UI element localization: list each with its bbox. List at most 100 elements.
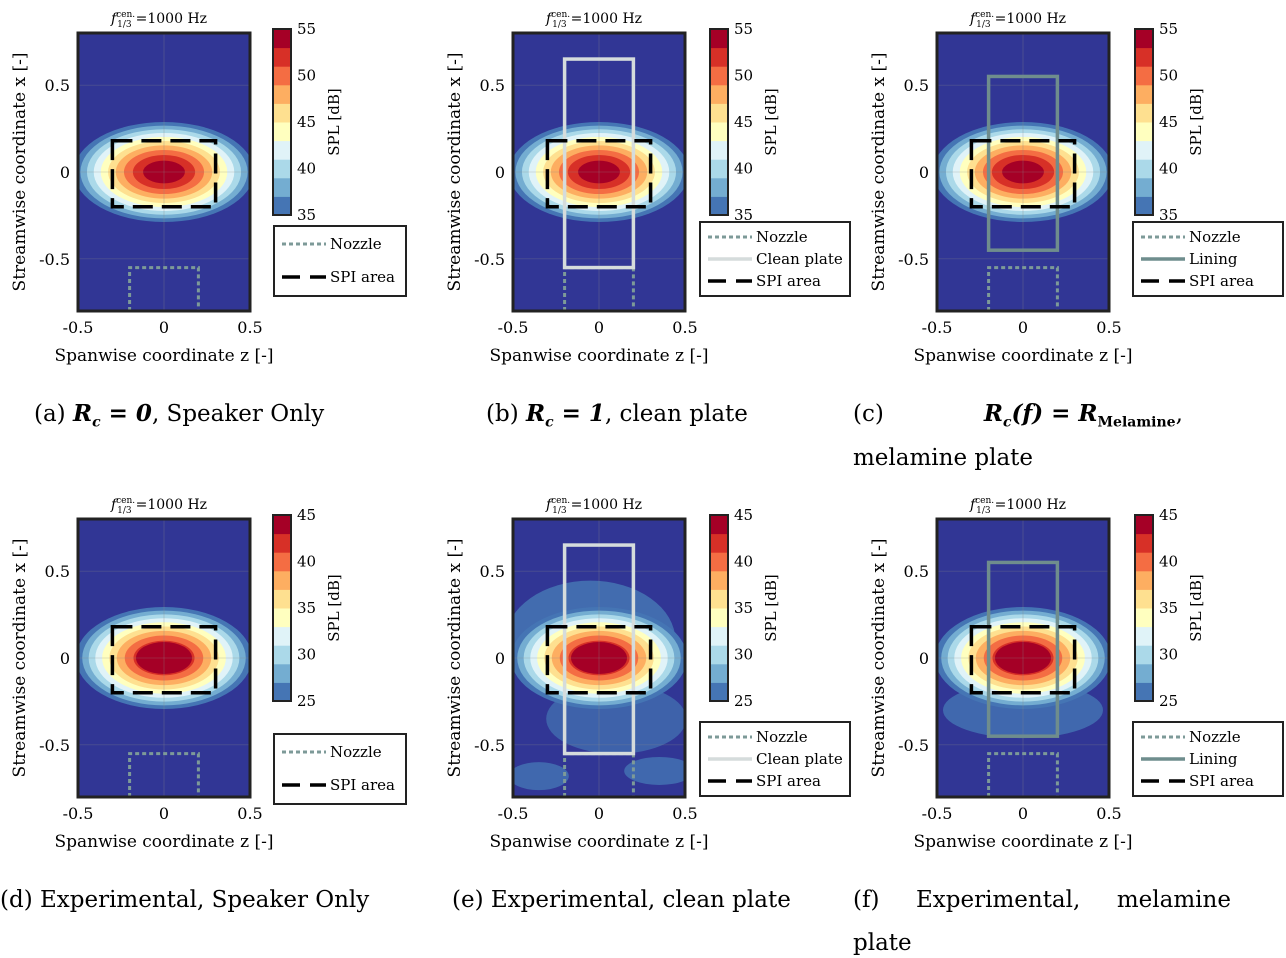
colorbar-segment xyxy=(710,196,728,216)
colorbar-segment xyxy=(1135,682,1153,702)
colorbar-segment xyxy=(710,533,728,553)
axes-frame xyxy=(935,517,1111,799)
plot-area-d xyxy=(78,519,250,797)
caption-b: (b) Rc = 1, clean plate xyxy=(486,400,748,431)
colorbar-tick-label: 55 xyxy=(1159,20,1178,38)
colorbar-tick-label: 40 xyxy=(1159,160,1178,178)
nozzle-outline xyxy=(128,752,200,797)
x-tick-label: 0 xyxy=(1018,804,1028,823)
x-tick-label: -0.5 xyxy=(63,804,94,823)
axes-frame xyxy=(511,517,687,799)
x-tick-label: 0.5 xyxy=(1096,804,1121,823)
colorbar-segment xyxy=(1135,66,1153,86)
colorbar-segment xyxy=(710,29,728,49)
lining-outline xyxy=(986,74,1060,252)
y-axis-label: Streamwise coordinate x [-] xyxy=(869,539,889,778)
colorbar-label: SPL [dB] xyxy=(325,574,343,641)
caption-c-line2: melamine plate xyxy=(853,445,1034,471)
legend-label-spi: SPI area xyxy=(330,776,395,794)
colorbar-tick-label: 40 xyxy=(297,553,316,571)
panel-d: -0.5 0 0.5 0.5 0 -0.5 Spanwise coordinate z [-… xyxy=(10,496,407,852)
y-tick-label: 0 xyxy=(495,163,505,182)
frequency-title: fcen. 1/3 =1000 Hz xyxy=(545,10,642,30)
colorbar-segment xyxy=(710,515,728,535)
y-tick-label: 0.5 xyxy=(904,562,929,581)
colorbar-segment xyxy=(1135,84,1153,104)
caption-e: (e) Experimental, clean plate xyxy=(452,887,791,913)
colorbar-segment xyxy=(1135,47,1153,67)
colorbar-segment xyxy=(273,626,291,646)
x-tick-label: -0.5 xyxy=(63,318,94,337)
colorbar-segment xyxy=(273,84,291,104)
colorbar-segment xyxy=(1135,589,1153,609)
colorbar-segment xyxy=(710,663,728,683)
axes-frame xyxy=(935,31,1111,313)
panel-f: -0.5 0 0.5 0.5 0 -0.5 Spanwise coordinate z [-… xyxy=(869,496,1284,852)
nozzle-outline xyxy=(987,266,1059,311)
x-tick-label: -0.5 xyxy=(922,318,953,337)
y-tick-label: -0.5 xyxy=(39,250,70,269)
colorbar-segment xyxy=(1135,645,1153,665)
colorbar-segment xyxy=(1135,570,1153,590)
colorbar-segment xyxy=(710,177,728,197)
colorbar-tick-label: 55 xyxy=(734,20,753,38)
plot-area-f xyxy=(937,519,1109,797)
colorbar-tick-label: 45 xyxy=(734,113,753,131)
colorbar-segment xyxy=(1135,196,1153,216)
colorbar-segment xyxy=(1135,103,1153,123)
y-tick-label: -0.5 xyxy=(474,250,505,269)
legend-label-spi: SPI area xyxy=(330,268,395,286)
colorbar-segment xyxy=(710,645,728,665)
y-tick-label: 0 xyxy=(495,649,505,668)
colorbar-segment xyxy=(273,140,291,160)
colorbar-frame xyxy=(1134,28,1154,216)
colorbar-segment xyxy=(1135,177,1153,197)
colorbar-tick-label: 45 xyxy=(297,113,316,131)
colorbar-segment xyxy=(710,122,728,142)
colorbar-tick-label: 45 xyxy=(1159,506,1178,524)
caption-f: (f) Experimental, melamine xyxy=(853,887,1231,913)
y-tick-label: -0.5 xyxy=(898,736,929,755)
colorbar-segment xyxy=(273,663,291,683)
colorbar-segment xyxy=(273,552,291,572)
caption-a: (a) Rc = 0, Speaker Only xyxy=(34,400,325,431)
colorbar-tick-label: 35 xyxy=(734,599,753,617)
colorbar-tick-label: 45 xyxy=(1159,113,1178,131)
colorbar-segment xyxy=(1135,552,1153,572)
colorbar-segment xyxy=(710,608,728,628)
clean-plate-outline xyxy=(562,57,636,270)
x-axis-label: Spanwise coordinate z [-] xyxy=(914,832,1133,852)
colorbar-tick-label: 35 xyxy=(734,206,753,224)
colorbar-tick-label: 55 xyxy=(297,20,316,38)
legend-label-nozzle: Nozzle xyxy=(330,743,382,761)
colorbar-segment xyxy=(1135,515,1153,535)
colorbar-segment xyxy=(273,103,291,123)
colorbar-tick-label: 40 xyxy=(297,160,316,178)
y-axis-label: Streamwise coordinate x [-] xyxy=(445,53,465,292)
colorbar-tick-label: 50 xyxy=(297,67,316,85)
colorbar-segment xyxy=(1135,663,1153,683)
colorbar-tick-label: 25 xyxy=(734,692,753,710)
colorbar-segment xyxy=(710,552,728,572)
colorbar-tick-label: 40 xyxy=(1159,553,1178,571)
y-tick-label: -0.5 xyxy=(474,736,505,755)
y-tick-label: 0.5 xyxy=(904,76,929,95)
colorbar-segment xyxy=(273,66,291,86)
legend-label-spi: SPI area xyxy=(756,772,821,790)
colorbar-label: SPL [dB] xyxy=(762,574,780,641)
colorbar-tick-label: 30 xyxy=(297,646,316,664)
colorbar-frame xyxy=(272,28,292,216)
colorbar-segment xyxy=(273,29,291,49)
colorbar-label: SPL [dB] xyxy=(1187,88,1205,155)
colorbar-segment xyxy=(273,645,291,665)
x-tick-label: 0.5 xyxy=(672,804,697,823)
legend-label-spi: SPI area xyxy=(1189,772,1254,790)
legend-label-nozzle: Nozzle xyxy=(330,235,382,253)
x-tick-label: 0 xyxy=(159,804,169,823)
colorbar-segment xyxy=(1135,140,1153,160)
y-tick-label: 0 xyxy=(919,163,929,182)
colorbar-segment xyxy=(710,47,728,67)
spi-area-outline xyxy=(969,624,1077,695)
panel-e: -0.5 0 0.5 0.5 0 -0.5 Spanwise coordinate z [-… xyxy=(445,496,851,852)
spi-area-outline xyxy=(110,624,218,695)
